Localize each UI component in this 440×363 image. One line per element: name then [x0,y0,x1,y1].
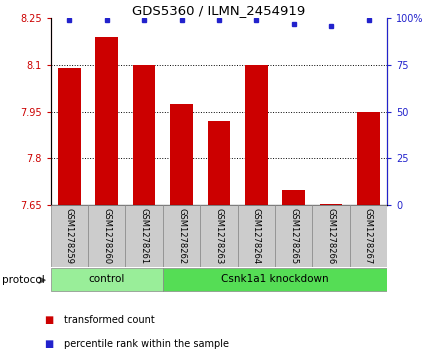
Bar [51,205,88,267]
Bar [320,204,342,205]
Bar [88,205,125,267]
Text: control: control [88,274,125,284]
Bar [170,104,193,205]
Text: transformed count: transformed count [64,315,154,325]
Bar [51,268,163,291]
Bar [208,121,230,205]
Text: ■: ■ [44,339,53,349]
Text: GSM1278261: GSM1278261 [139,208,149,264]
Text: ■: ■ [44,315,53,325]
Title: GDS5360 / ILMN_2454919: GDS5360 / ILMN_2454919 [132,4,305,17]
Bar [350,205,387,267]
Bar [245,65,268,205]
Bar [200,205,238,267]
Bar [58,68,81,205]
Bar [282,189,305,205]
Bar [95,37,118,205]
Text: GSM1278266: GSM1278266 [326,208,336,264]
Text: GSM1278267: GSM1278267 [364,208,373,264]
Text: percentile rank within the sample: percentile rank within the sample [64,339,229,349]
Bar [163,268,387,291]
Text: GSM1278265: GSM1278265 [289,208,298,264]
Bar [312,205,350,267]
Text: GSM1278264: GSM1278264 [252,208,261,264]
Text: GSM1278263: GSM1278263 [214,208,224,264]
Text: GSM1278260: GSM1278260 [102,208,111,264]
Text: GSM1278262: GSM1278262 [177,208,186,264]
Bar [133,65,155,205]
Text: Csnk1a1 knockdown: Csnk1a1 knockdown [221,274,329,284]
Bar [357,111,380,205]
Bar [125,205,163,267]
Bar [275,205,312,267]
Text: protocol: protocol [2,275,45,285]
Bar [238,205,275,267]
Text: GSM1278259: GSM1278259 [65,208,74,264]
Bar [163,205,200,267]
